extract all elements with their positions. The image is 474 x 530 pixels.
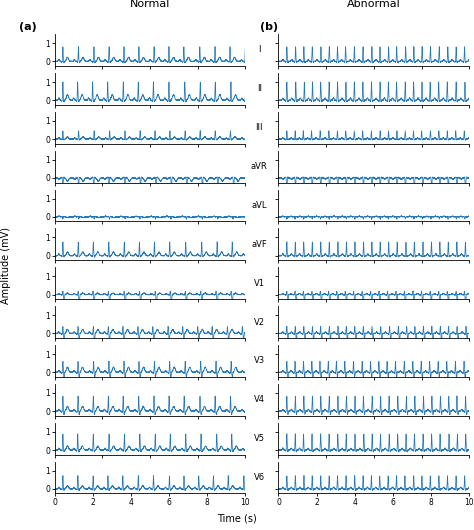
- Text: V4: V4: [254, 395, 265, 404]
- Text: aVR: aVR: [251, 162, 268, 171]
- Text: Amplitude (mV): Amplitude (mV): [0, 226, 11, 304]
- Text: V5: V5: [254, 434, 265, 443]
- Text: Normal: Normal: [130, 0, 170, 8]
- Text: I: I: [258, 46, 261, 55]
- Text: aVF: aVF: [251, 240, 267, 249]
- Text: Abnormal: Abnormal: [347, 0, 401, 8]
- Text: aVL: aVL: [252, 201, 267, 210]
- Text: V2: V2: [254, 317, 265, 326]
- Text: Time (s): Time (s): [217, 514, 257, 524]
- Text: (b): (b): [260, 22, 278, 32]
- Text: III: III: [255, 123, 263, 132]
- Text: V3: V3: [254, 356, 265, 365]
- Text: II: II: [257, 84, 262, 93]
- Text: (a): (a): [19, 22, 36, 32]
- Text: V1: V1: [254, 279, 265, 288]
- Text: V6: V6: [254, 473, 265, 482]
